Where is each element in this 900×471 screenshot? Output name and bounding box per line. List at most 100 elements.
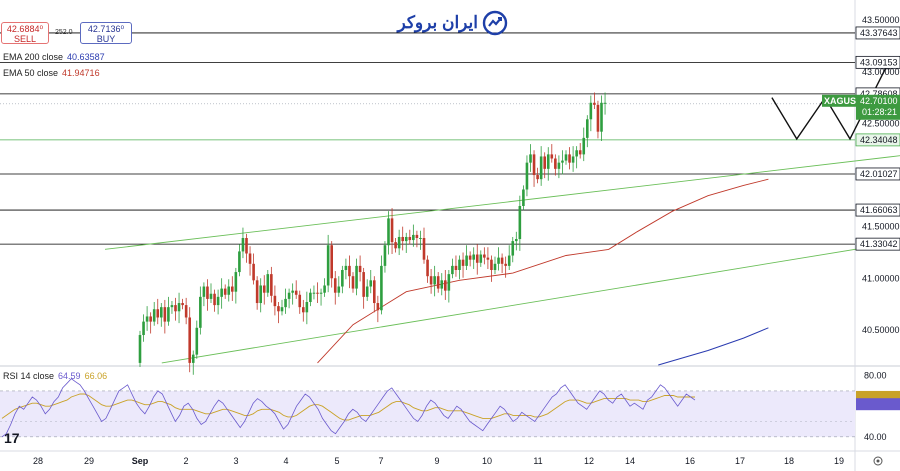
candle-body [436, 276, 440, 289]
buy-button[interactable]: 42.7136⁰ BUY [80, 22, 132, 44]
candle-body [493, 263, 497, 270]
sell-label: SELL [13, 34, 37, 44]
time-tick-label: 7 [378, 456, 383, 466]
candle-body [564, 154, 568, 161]
candle-body [316, 292, 319, 294]
candle-body [294, 290, 298, 295]
candle-body [497, 257, 500, 264]
buy-price: 42.7136⁰ [87, 24, 125, 34]
countdown-label: 01:28:21 [862, 107, 897, 117]
time-tick-label: 18 [784, 456, 794, 466]
ema50-value: 41.94716 [62, 68, 100, 78]
candle-body [326, 245, 330, 286]
candle-body [270, 274, 273, 296]
level-tag-label: 43.09153 [860, 57, 898, 67]
candle-body [522, 189, 525, 206]
candle-body [397, 236, 401, 249]
time-tick-label: 11 [533, 456, 542, 466]
candle-body [390, 218, 394, 243]
candle-body [287, 292, 291, 299]
candle-body [433, 276, 436, 285]
candle-body [401, 236, 404, 242]
candle-body [568, 154, 571, 163]
candle-body [383, 245, 387, 266]
candle-body [426, 259, 429, 277]
candle-body [468, 255, 472, 260]
rsi-ma-line [1, 393, 695, 421]
price-tick-label: 43.50000 [862, 15, 900, 25]
candle-body [525, 162, 529, 190]
time-tick-label: 29 [84, 456, 94, 466]
candle-body [376, 303, 380, 311]
candle-body [252, 263, 255, 281]
candle-body [586, 119, 589, 138]
symbol-label: XAGUSD [824, 96, 863, 106]
candle-body [419, 238, 422, 239]
candle-body [181, 303, 184, 306]
ema200-label: EMA 200 close [3, 52, 64, 62]
candle-body [355, 265, 358, 289]
rsi-tick-label: 40.00 [864, 432, 887, 442]
candle-body [351, 276, 355, 289]
candle-body [280, 307, 284, 312]
time-tick-label: 9 [434, 456, 439, 466]
candle-body [571, 156, 575, 163]
candle-body [603, 102, 607, 104]
candle-body [234, 272, 238, 292]
price-tick-label: 41.00000 [862, 273, 900, 283]
spread-value: 252.0 [55, 29, 73, 36]
candle-body [500, 257, 504, 264]
candle-body [387, 218, 390, 246]
level-tag [855, 55, 900, 69]
candle-body [199, 296, 202, 328]
candle-body [486, 257, 490, 260]
candle-body [490, 259, 493, 270]
sell-button[interactable]: 42.6884⁰ SELL [1, 22, 49, 44]
candle-body [454, 265, 458, 270]
time-tick-label: 14 [625, 456, 635, 466]
candle-body [262, 285, 266, 293]
candle-body [465, 255, 468, 266]
candle-body [142, 321, 145, 336]
rsi-label: RSI 14 close [3, 371, 55, 381]
candle-body [422, 238, 426, 260]
candle-body [440, 280, 444, 289]
candle-body [209, 293, 213, 299]
rsi-legend[interactable]: RSI 14 close 64.59 66.06 [3, 371, 107, 381]
candle-body [532, 154, 536, 176]
candle-body [380, 265, 383, 311]
candle-body [305, 302, 309, 313]
candle-body [184, 305, 188, 318]
candle-body [255, 280, 259, 304]
candle-body [177, 303, 181, 312]
candle-body [138, 335, 142, 363]
candle-body [412, 234, 415, 241]
time-tick-label: 4 [283, 456, 288, 466]
candle-body [298, 294, 302, 308]
candle-body [323, 285, 326, 293]
candle-body [149, 316, 152, 322]
ema200-legend[interactable]: EMA 200 close 40.63587 [3, 52, 105, 62]
candle-body [273, 295, 277, 307]
candle-body [444, 280, 447, 291]
candle-body [582, 137, 586, 155]
candle-body [578, 150, 582, 155]
candle-body [529, 154, 532, 163]
price-tick-label: 41.50000 [862, 222, 900, 232]
candle-body [191, 354, 195, 363]
candle-body [394, 242, 397, 249]
sell-price: 42.6884⁰ [6, 24, 44, 34]
candle-body [515, 239, 518, 242]
candle-body [195, 327, 199, 355]
candle-body [458, 259, 461, 270]
time-tick-label: 28 [33, 456, 43, 466]
rsi-value: 64.59 [58, 371, 81, 381]
candle-body [223, 288, 227, 295]
rsi-ma-value: 66.06 [84, 371, 108, 381]
candle-body [188, 317, 191, 363]
ema50-legend[interactable]: EMA 50 close 41.94716 [3, 68, 100, 78]
ema50-line [317, 178, 769, 364]
time-tick-label: 16 [685, 456, 695, 466]
candle-body [227, 286, 231, 295]
